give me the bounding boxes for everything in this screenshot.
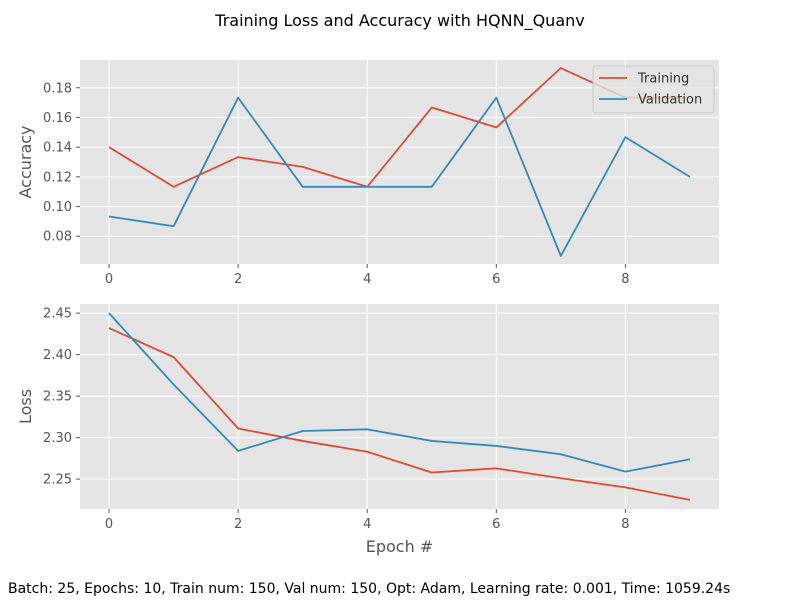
y-tick-label: 0.08 xyxy=(43,230,72,245)
panel-loss: 0 2 4 6 8 2.25 2.30 2.35 2.40 2.45 Loss Epoch # xyxy=(16,304,719,556)
y-tick-label: 2.35 xyxy=(43,390,72,405)
y-tick-label: 0.14 xyxy=(43,141,72,156)
x-tick-label: 0 xyxy=(105,517,113,532)
y-axis-label: Loss xyxy=(16,389,35,424)
y-tick-label: 0.16 xyxy=(43,111,72,126)
y-axis-label: Accuracy xyxy=(16,125,35,198)
series-line-training xyxy=(108,327,691,501)
x-tick-label: 0 xyxy=(105,272,113,287)
panel-accuracy: 0 2 4 6 8 0.08 0.10 0.12 0.14 0.16 0.18 Accuracy Tra… xyxy=(16,60,719,287)
legend-label-validation: Validation xyxy=(638,93,702,108)
series-line-validation xyxy=(108,312,691,473)
x-tick-label: 2 xyxy=(234,272,242,287)
series-line-validation xyxy=(108,96,691,257)
x-tick-label: 8 xyxy=(621,272,629,287)
x-tick-label: 4 xyxy=(363,517,371,532)
y-tick-label: 2.45 xyxy=(43,307,72,322)
y-tick-label: 2.30 xyxy=(43,431,72,446)
y-tick-label: 0.10 xyxy=(43,200,72,215)
y-tick-label: 0.12 xyxy=(43,170,72,185)
x-tick-label: 6 xyxy=(492,272,500,287)
x-tick-label: 8 xyxy=(621,517,629,532)
x-tick-label: 4 xyxy=(363,272,371,287)
legend: Training Validation xyxy=(592,65,715,114)
x-tick-label: 2 xyxy=(234,517,242,532)
y-tick-label: 0.18 xyxy=(43,81,72,96)
run-caption: Batch: 25, Epochs: 10, Train num: 150, V… xyxy=(8,581,731,597)
x-axis-label: Epoch # xyxy=(366,537,433,556)
legend-label-training: Training xyxy=(637,72,689,87)
plot-area xyxy=(80,304,719,509)
chart-title: Training Loss and Accuracy with HQNN_Qua… xyxy=(214,11,584,31)
y-tick-label: 2.25 xyxy=(43,473,72,488)
y-tick-label: 2.40 xyxy=(43,348,72,363)
x-tick-label: 6 xyxy=(492,517,500,532)
